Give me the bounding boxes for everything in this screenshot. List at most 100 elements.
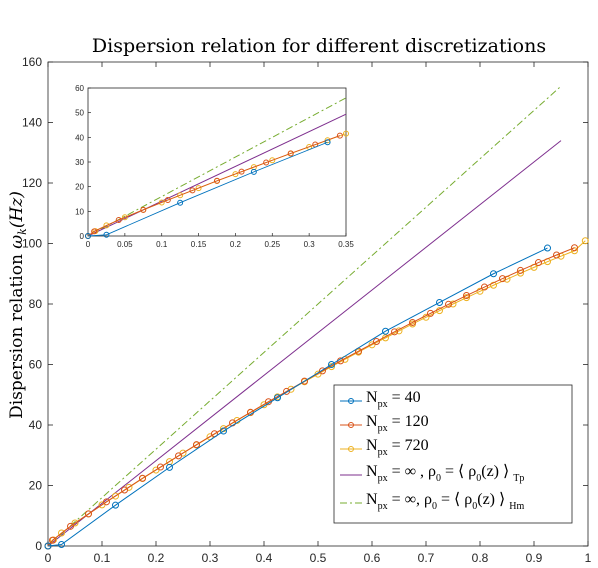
y-axis-label-text: Dispersion relation bbox=[7, 249, 27, 419]
series-point bbox=[189, 187, 196, 194]
series-point bbox=[193, 441, 200, 449]
legend-label: Npx = 120 bbox=[366, 413, 429, 434]
x-tick-label: 0.4 bbox=[256, 551, 273, 565]
series-point bbox=[445, 300, 453, 308]
series-line bbox=[47, 140, 562, 547]
series-point bbox=[283, 387, 291, 395]
legend-label-part: = ∞ , ρ bbox=[388, 463, 436, 480]
legend-label-part: N bbox=[366, 413, 378, 430]
legend-marker bbox=[348, 446, 354, 452]
series-point bbox=[112, 492, 119, 500]
series-point bbox=[328, 361, 335, 368]
inset-axes: 0 0.05 0.1 0.15 0.2 0.25 0.3 0.35 0 10 20 30 40 50 60 bbox=[75, 84, 354, 249]
series-point bbox=[544, 244, 551, 252]
series-point bbox=[121, 214, 128, 221]
series-point bbox=[85, 510, 92, 518]
series-point bbox=[409, 318, 416, 326]
inset-plot-area bbox=[85, 97, 349, 239]
legend-label: Npx = 40 bbox=[366, 389, 421, 410]
x-tick-label: 0.6 bbox=[364, 551, 381, 565]
series-point bbox=[158, 199, 165, 206]
series-point bbox=[517, 266, 524, 274]
series-point bbox=[177, 199, 184, 206]
legend-label: Npx = 720 bbox=[366, 437, 429, 458]
series-point bbox=[102, 498, 110, 506]
legend-label-part: = 120 bbox=[388, 413, 429, 430]
series-point bbox=[391, 328, 399, 336]
series-point bbox=[44, 542, 52, 550]
series-point bbox=[499, 275, 507, 283]
legend-label: Npx = ∞ , ρ0 = ⟨ ρ0(z) ⟩ Tp bbox=[366, 463, 524, 484]
y-tick-label: 40 bbox=[29, 418, 43, 432]
series-point bbox=[121, 486, 129, 494]
inset-y-tick-label: 0 bbox=[80, 232, 85, 241]
series-line bbox=[87, 141, 328, 237]
inset-x-tick-label: 0.2 bbox=[230, 240, 242, 249]
y-axis-label-symbol: ω bbox=[7, 235, 27, 249]
legend-marker bbox=[348, 422, 354, 428]
series-point bbox=[287, 385, 295, 393]
inset-x-tick-label: 0.35 bbox=[338, 240, 354, 249]
inset-y-tick-label: 60 bbox=[75, 84, 84, 93]
series-point bbox=[269, 157, 276, 164]
legend-box bbox=[333, 384, 573, 524]
x-tick-label: 0.2 bbox=[148, 551, 165, 565]
series-point bbox=[581, 237, 589, 245]
series-point bbox=[195, 185, 202, 192]
inset-y-tick-label: 40 bbox=[75, 133, 84, 142]
chart-title: Dispersion relation for different discre… bbox=[92, 35, 546, 57]
series-point bbox=[274, 394, 281, 402]
series-point bbox=[58, 529, 65, 537]
series-point bbox=[115, 216, 122, 223]
x-tick-label: 0.5 bbox=[310, 551, 327, 565]
series-point bbox=[372, 338, 380, 346]
series-point bbox=[103, 231, 110, 238]
series-point bbox=[48, 536, 56, 544]
main-axes: 0 0.1 0.2 0.3 0.4 0.5 0.6 0.7 0.8 0.9 102040608010… bbox=[22, 55, 592, 565]
inset-y-tick-label: 30 bbox=[75, 158, 84, 167]
legend-label-part: = ∞, ρ bbox=[388, 491, 432, 508]
y-tick-label: 100 bbox=[22, 237, 42, 251]
x-tick-label: 0.3 bbox=[202, 551, 219, 565]
inset-x-tick-label: 0.1 bbox=[156, 240, 168, 249]
legend-label: Npx = ∞, ρ0 = ⟨ ρ0(z) ⟩ Hm bbox=[366, 491, 524, 512]
legend-label-part: 0 bbox=[436, 473, 441, 484]
legend-label-part: = 40 bbox=[388, 389, 421, 406]
x-tick-label: 0.9 bbox=[526, 551, 543, 565]
inset-y-tick-label: 10 bbox=[75, 207, 84, 216]
inset-x-tick-label: 0 bbox=[86, 240, 91, 249]
inset-x-tick-label: 0.05 bbox=[117, 240, 133, 249]
x-tick-label: 0.1 bbox=[94, 551, 111, 565]
series-line bbox=[87, 113, 347, 237]
legend-label-part: Hm bbox=[509, 501, 524, 512]
series-point bbox=[463, 292, 470, 300]
series-point bbox=[250, 168, 257, 175]
inset-y-tick-label: 20 bbox=[75, 183, 84, 192]
legend-label-part: N bbox=[366, 437, 378, 454]
series-point bbox=[480, 283, 488, 291]
series-point bbox=[476, 287, 484, 295]
legend-label-part: px bbox=[378, 423, 388, 434]
y-axis-label-subscript: k bbox=[16, 228, 29, 235]
series-point bbox=[490, 270, 497, 278]
series-point bbox=[232, 171, 239, 178]
series-point bbox=[140, 206, 147, 213]
series-point bbox=[571, 244, 578, 252]
inset-x-tick-label: 0.3 bbox=[304, 240, 316, 249]
series-point bbox=[58, 540, 65, 548]
series-point bbox=[553, 251, 561, 259]
series-point bbox=[382, 327, 389, 335]
x-tick-label: 0 bbox=[45, 551, 52, 565]
series-point bbox=[156, 463, 164, 471]
series-point bbox=[177, 192, 184, 199]
x-tick-label: 0.8 bbox=[472, 551, 489, 565]
series-point bbox=[287, 150, 294, 157]
series-point bbox=[436, 298, 443, 306]
series-point bbox=[139, 474, 146, 482]
series-point bbox=[175, 452, 183, 460]
legend-label-part: = ⟨ ρ bbox=[437, 491, 472, 508]
series-point bbox=[368, 341, 376, 349]
series-point bbox=[426, 309, 434, 317]
